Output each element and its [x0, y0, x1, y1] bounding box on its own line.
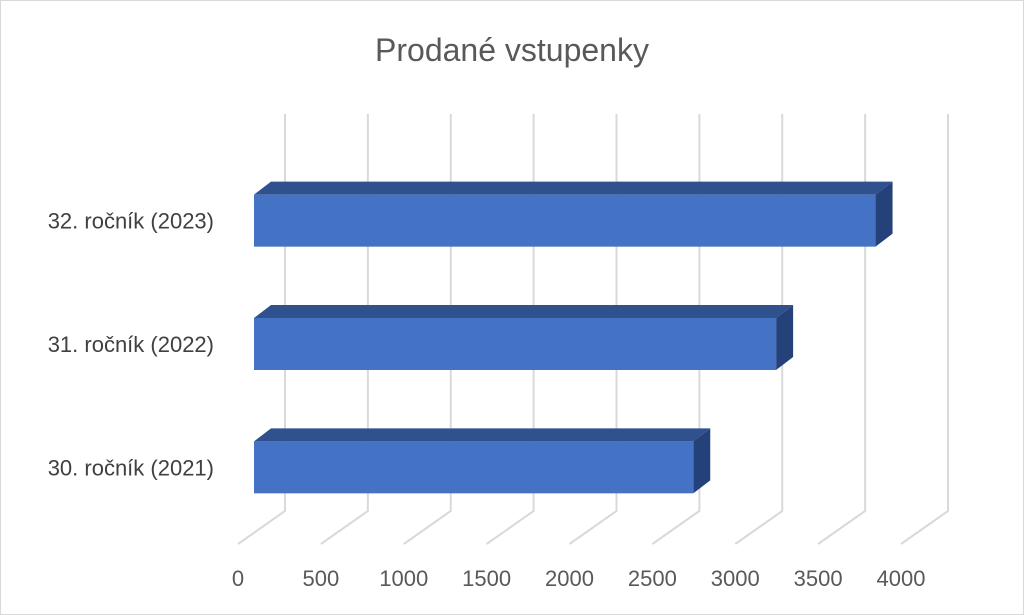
- gridline: [817, 114, 867, 545]
- bar: [254, 305, 794, 370]
- bar-front-face: [254, 441, 694, 494]
- bar-front-face: [254, 194, 876, 247]
- x-axis-ticks: 0 500 1000 1500 2000 2500 3000 3500 4000: [232, 566, 926, 591]
- x-tick-label: 500: [303, 566, 340, 591]
- bar-top-face: [254, 305, 794, 318]
- bar-top-face: [254, 428, 711, 442]
- bar-side-face: [776, 305, 794, 370]
- bar-side-face: [875, 181, 893, 247]
- x-tick-label: 1500: [462, 566, 511, 591]
- x-tick-label: 3000: [711, 566, 760, 591]
- x-tick-label: 0: [232, 566, 244, 591]
- bar-top-face: [254, 181, 893, 195]
- category-label: 30. ročník (2021): [48, 455, 214, 480]
- bar-front-face: [254, 318, 777, 370]
- x-tick-label: 4000: [877, 566, 926, 591]
- bars: [254, 181, 893, 494]
- bar-side-face: [693, 428, 711, 494]
- x-tick-label: 3500: [794, 566, 843, 591]
- gridline: [900, 114, 949, 545]
- category-label: 31. ročník (2022): [48, 332, 214, 357]
- x-tick-label: 1000: [379, 566, 428, 591]
- x-tick-label: 2000: [545, 566, 594, 591]
- bar: [254, 181, 893, 247]
- x-tick-label: 2500: [628, 566, 677, 591]
- chart-title: Prodané vstupenky: [375, 32, 649, 68]
- category-label: 32. ročník (2023): [48, 209, 214, 234]
- y-axis-categories: 30. ročník (2021) 31. ročník (2022) 32. ro…: [48, 209, 214, 481]
- gridlines: [237, 114, 949, 545]
- bar: [254, 428, 711, 494]
